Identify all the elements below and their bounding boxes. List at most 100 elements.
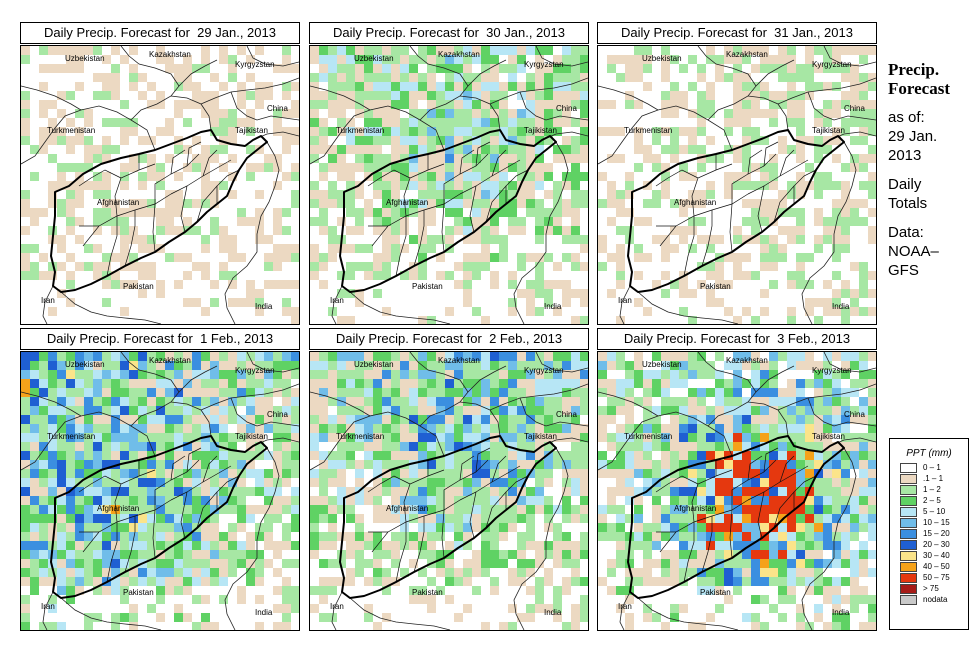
legend-label: 30 – 40 <box>923 551 950 560</box>
precip-cell <box>129 352 138 361</box>
precip-cell <box>30 415 39 424</box>
precip-cell <box>796 424 805 433</box>
precip-cell <box>129 514 138 523</box>
precip-cell <box>57 559 66 568</box>
province-border <box>367 169 411 187</box>
country-border <box>777 383 876 411</box>
precip-cell <box>814 604 823 613</box>
precip-cell <box>120 595 129 604</box>
precip-cell <box>138 478 147 487</box>
precip-cell <box>310 145 319 154</box>
precip-cell <box>751 550 760 559</box>
precip-cell <box>616 604 625 613</box>
precip-cell <box>742 199 751 208</box>
precip-cell <box>237 586 246 595</box>
precip-cell <box>535 253 544 262</box>
precip-cell <box>733 55 742 64</box>
precip-cell <box>625 388 634 397</box>
precip-cell <box>526 370 535 379</box>
precip-cell <box>823 496 832 505</box>
precip-cell <box>661 514 670 523</box>
precip-cell <box>472 370 481 379</box>
precip-cell <box>364 532 373 541</box>
precip-cell <box>760 424 769 433</box>
precip-cell <box>526 109 535 118</box>
precip-cell <box>282 127 291 136</box>
precip-cell <box>526 460 535 469</box>
precip-cell <box>310 154 319 163</box>
precip-cell <box>400 460 409 469</box>
precip-cell <box>715 271 724 280</box>
precip-cell <box>598 127 607 136</box>
precip-cell <box>291 244 299 253</box>
precip-cell <box>382 424 391 433</box>
precip-cell <box>481 253 490 262</box>
precip-cell <box>814 433 823 442</box>
precip-cell <box>319 217 328 226</box>
precip-cell <box>183 586 192 595</box>
precip-cell <box>472 55 481 64</box>
precip-cell <box>553 361 562 370</box>
precip-cell <box>832 307 841 316</box>
precip-cell <box>580 514 588 523</box>
precip-cell <box>237 595 246 604</box>
precip-cell <box>129 226 138 235</box>
precip-cell <box>796 361 805 370</box>
precip-cell <box>760 91 769 100</box>
precip-cell <box>400 487 409 496</box>
precip-cell <box>21 397 30 406</box>
precip-cell <box>841 388 850 397</box>
precip-cell <box>769 532 778 541</box>
precip-grid <box>598 46 876 324</box>
precip-cell <box>742 613 751 622</box>
precip-cell <box>607 217 616 226</box>
precip-cell <box>400 451 409 460</box>
precip-cell <box>282 586 291 595</box>
precip-cell <box>508 397 517 406</box>
precip-cell <box>760 397 769 406</box>
precip-cell <box>472 505 481 514</box>
precip-cell <box>661 622 670 630</box>
precip-cell <box>697 541 706 550</box>
precip-cell <box>571 604 580 613</box>
precip-cell <box>787 559 796 568</box>
precip-cell <box>760 433 769 442</box>
precip-cell <box>346 487 355 496</box>
precip-cell <box>715 352 724 361</box>
precip-cell <box>337 100 346 109</box>
precip-cell <box>21 496 30 505</box>
precip-cell <box>796 622 805 630</box>
precip-cell <box>733 361 742 370</box>
precip-cell <box>93 487 102 496</box>
precip-cell <box>364 406 373 415</box>
precip-cell <box>174 613 183 622</box>
precip-cell <box>706 136 715 145</box>
precip-cell <box>328 532 337 541</box>
precip-cell <box>219 109 228 118</box>
precip-cell <box>805 532 814 541</box>
precip-cell <box>823 298 832 307</box>
precip-cell <box>30 352 39 361</box>
precip-cell <box>156 433 165 442</box>
precip-cell <box>598 406 607 415</box>
precip-cell <box>364 361 373 370</box>
precip-cell <box>562 460 571 469</box>
precip-cell <box>850 298 859 307</box>
precip-cell <box>418 253 427 262</box>
precip-cell <box>463 226 472 235</box>
precip-cell <box>724 73 733 82</box>
precip-cell <box>255 388 264 397</box>
afghanistan-border <box>627 129 845 293</box>
precip-cell <box>706 388 715 397</box>
precip-cell <box>427 199 436 208</box>
precip-cell <box>147 451 156 460</box>
precip-cell <box>832 469 841 478</box>
precip-cell <box>237 478 246 487</box>
precip-cell <box>57 532 66 541</box>
precip-cell <box>823 109 832 118</box>
precip-cell <box>39 550 48 559</box>
precip-cell <box>481 370 490 379</box>
precip-cell <box>75 235 84 244</box>
totals-label-2: Totals <box>888 195 928 212</box>
precip-cell <box>697 559 706 568</box>
